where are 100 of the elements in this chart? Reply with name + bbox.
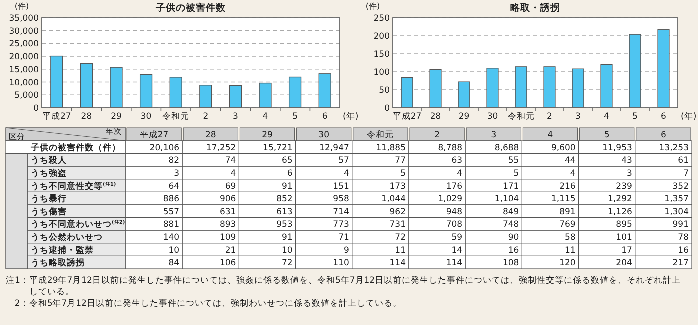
data-label: 90 (508, 232, 520, 243)
data-label: 17 (622, 246, 632, 256)
data-label: 557 (163, 207, 180, 218)
data-label: 748 (502, 220, 520, 230)
data-label: 59 (452, 232, 463, 243)
data-label: 91 (282, 232, 293, 243)
data-label: 16 (508, 246, 520, 256)
data-label: 204 (616, 258, 632, 269)
x-tick-label: 28 (205, 130, 216, 140)
data-label: 11,885 (376, 143, 406, 154)
text: 2：令和5年7月12日以前に発生した事件については、強制わいせつに係る数値を計上している。 (14, 298, 402, 309)
bar (544, 66, 556, 108)
data-label: 4 (570, 168, 576, 179)
x-tick-label: 29 (111, 112, 122, 122)
data-label: 14 (452, 246, 463, 256)
data-label: 906 (220, 194, 236, 205)
data-label: 3 (174, 168, 180, 179)
bar (229, 85, 242, 108)
y-tick-label: 5,000 (14, 91, 39, 102)
x-tick-label: 2 (434, 130, 440, 140)
data-label: 17,252 (206, 143, 236, 154)
data-label: 1,115 (551, 194, 576, 205)
data-label: 962 (390, 207, 406, 218)
y-tick-label: 200 (374, 32, 390, 42)
x-tick-label: 4 (604, 112, 610, 122)
x-tick-label: 30 (318, 130, 330, 140)
data-label: 958 (333, 194, 350, 205)
bar (629, 34, 642, 108)
data-label: 895 (616, 220, 632, 230)
data-label: 4 (230, 168, 236, 179)
data-label: 1,126 (608, 207, 632, 218)
data-label: 109 (220, 232, 236, 243)
x-tick-label: 令和元 (508, 111, 535, 122)
data-label: 708 (446, 220, 463, 230)
data-label: 1,292 (608, 194, 632, 205)
y-tick-label: 0 (34, 104, 39, 114)
bar (458, 82, 470, 108)
data-label: 171 (502, 182, 520, 192)
bar (430, 69, 442, 108)
x-tick-label: 3 (576, 112, 581, 122)
data-label: 8,788 (438, 143, 463, 154)
data-label: 106 (220, 258, 236, 269)
data-label: 1,304 (664, 207, 689, 218)
data-label: 11,953 (602, 143, 632, 154)
data-label: 8,688 (494, 143, 520, 154)
data-label: 110 (333, 258, 350, 269)
data-label: 77 (395, 156, 406, 166)
data-label: 7 (684, 168, 689, 179)
data-label: 78 (678, 232, 689, 243)
data-label: 1,104 (494, 194, 520, 205)
data-label: 849 (502, 207, 520, 218)
data-label: 4 (344, 168, 350, 179)
x-tick-label: 6 (661, 112, 666, 122)
y-tick-label: 35,000 (9, 14, 39, 24)
data-label: 16 (678, 246, 689, 256)
x-tick-label: 令和元 (162, 111, 190, 122)
y-axis-title: 区分 (9, 132, 25, 142)
text: 注1：平成29年7月12日以前に発生した事件については、強姦に係る数値を、令和5年7月12日以前に発生した事件については、強制性交等に係る数値を、それぞれ計上している。 (6, 275, 682, 298)
data-label: 948 (446, 207, 463, 218)
y-tick-label: 30,000 (9, 26, 39, 37)
y-tick-label: 20,000 (9, 52, 39, 63)
x-tick-label: 平成27 (42, 111, 72, 122)
y-tick-label: うち不同意わいせつ$^{(注2)}$ (31, 219, 126, 230)
data-label: 72 (395, 232, 406, 243)
y-tick-label: うち暴行 (31, 194, 67, 205)
data-label: 613 (276, 207, 293, 218)
bar (572, 68, 584, 108)
x-tick-label: 4 (262, 112, 268, 122)
data-label: 1,044 (382, 194, 406, 205)
x-tick-label: 平成27 (392, 111, 422, 122)
data-label: 151 (333, 182, 350, 192)
x-tick-label: 29 (458, 112, 470, 122)
data-label: 631 (220, 207, 236, 218)
data-label: 11 (395, 246, 406, 256)
data-label: 217 (672, 258, 689, 269)
bar (658, 30, 670, 108)
x-tick-label: 6 (322, 112, 328, 122)
x-tick-label: 29 (262, 130, 273, 140)
y-tick-label: うち不同意性交等$^{(注1)}$ (31, 180, 116, 192)
bar (110, 67, 123, 108)
data-label: 84 (168, 258, 180, 269)
data-label: 71 (338, 232, 350, 243)
y-tick-label: うち公然わいせつ (31, 232, 103, 243)
data-label: 72 (282, 258, 293, 269)
data-label: 9 (344, 246, 350, 256)
y-tick-label: 250 (374, 14, 390, 24)
y-tick-label: 100 (374, 68, 390, 78)
data-label: 714 (333, 207, 350, 218)
y-tick-label: うち強盗 (31, 168, 67, 179)
y-tick-label: うち逮捕・監禁 (31, 244, 95, 256)
data-label: 886 (163, 194, 180, 205)
x-tick-label: 30 (487, 112, 498, 122)
bar (80, 63, 94, 108)
data-label: 114 (446, 258, 463, 269)
data-label: 13,253 (659, 143, 689, 154)
data-label: 57 (338, 156, 350, 166)
bar (486, 68, 499, 108)
data-label: 1,029 (438, 194, 463, 205)
y-tick-label: うち傷害 (31, 206, 67, 218)
bar (50, 56, 64, 108)
